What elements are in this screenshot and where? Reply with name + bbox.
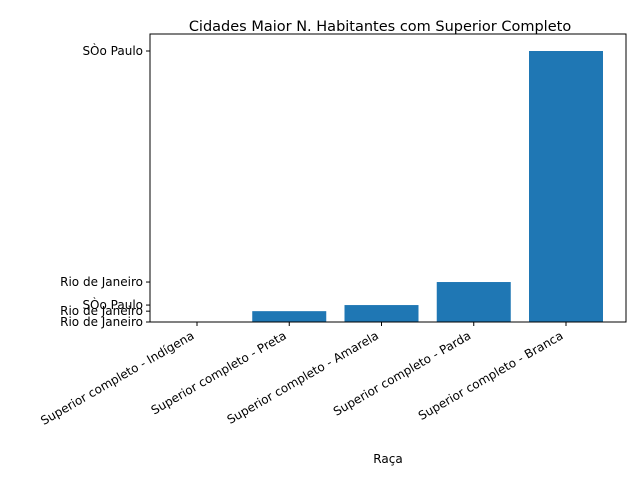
chart-title: Cidades Maior N. Habitantes com Superior… (189, 19, 572, 35)
axes-frame (149, 33, 627, 323)
y-tick-label: Rio de Janeiro (60, 275, 143, 289)
x-axis-label: Raça (373, 452, 402, 466)
bar (529, 51, 603, 322)
y-tick-label: Rio de Janeiro (60, 304, 143, 318)
bars-layer (252, 51, 603, 322)
x-tick-label: Superior completo - Amarela (225, 328, 381, 426)
y-tick-label: SÒo Paulo (82, 43, 143, 58)
bar (344, 305, 419, 322)
bar (436, 282, 511, 322)
bar (252, 311, 327, 322)
x-axis: Superior completo - Indígena Superior com… (38, 322, 567, 428)
x-tick-label: Superior completo - Branca (416, 328, 566, 422)
y-tick-label: SÒo Paulo (82, 297, 143, 312)
y-tick-label: Rio de Janeiro (60, 315, 143, 329)
x-tick-label: Superior completo - Indígena (38, 328, 196, 427)
